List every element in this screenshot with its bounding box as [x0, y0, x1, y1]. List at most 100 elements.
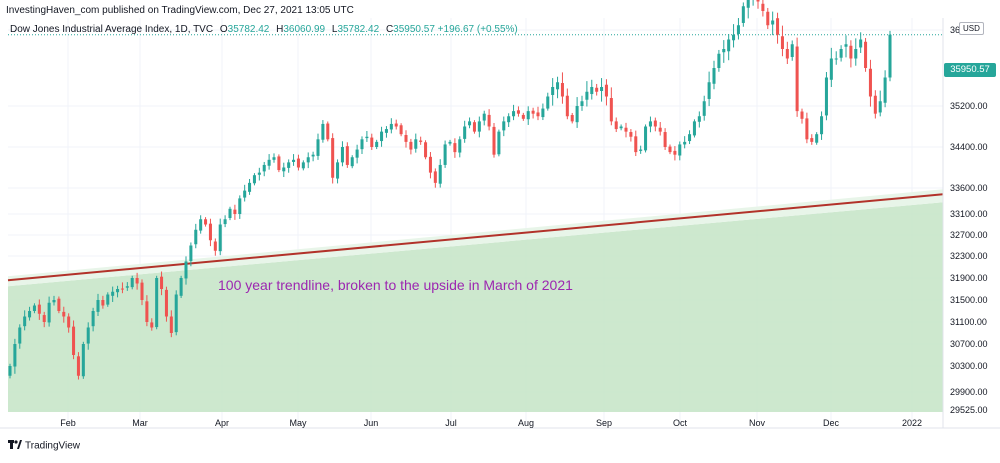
- candle[interactable]: [868, 59, 872, 107]
- candle[interactable]: [556, 76, 560, 99]
- candle[interactable]: [810, 134, 814, 145]
- candle[interactable]: [526, 106, 530, 125]
- candle[interactable]: [805, 112, 809, 144]
- candle[interactable]: [604, 79, 608, 106]
- candle[interactable]: [169, 310, 173, 338]
- candle[interactable]: [164, 286, 168, 322]
- candle[interactable]: [86, 322, 90, 350]
- candle[interactable]: [658, 121, 662, 136]
- candle[interactable]: [155, 275, 159, 330]
- candle[interactable]: [184, 256, 188, 285]
- candle[interactable]: [741, 2, 745, 27]
- candle[interactable]: [702, 95, 706, 121]
- candle[interactable]: [785, 41, 789, 65]
- candle[interactable]: [23, 310, 27, 331]
- candle[interactable]: [277, 154, 281, 173]
- candle[interactable]: [272, 153, 276, 163]
- candle[interactable]: [135, 272, 139, 290]
- candle[interactable]: [394, 119, 398, 130]
- candle[interactable]: [179, 275, 183, 299]
- candle[interactable]: [820, 111, 824, 140]
- candle[interactable]: [639, 145, 643, 154]
- candle[interactable]: [736, 18, 740, 40]
- candle[interactable]: [18, 324, 22, 349]
- candle[interactable]: [160, 271, 164, 296]
- candle[interactable]: [487, 109, 491, 131]
- candle[interactable]: [404, 130, 408, 148]
- candle[interactable]: [389, 118, 393, 134]
- candle[interactable]: [448, 139, 452, 146]
- candle[interactable]: [595, 83, 599, 96]
- candle[interactable]: [512, 104, 516, 121]
- candle[interactable]: [321, 120, 325, 143]
- candle[interactable]: [433, 168, 437, 188]
- candle[interactable]: [634, 130, 638, 157]
- candle[interactable]: [257, 167, 261, 181]
- candle[interactable]: [174, 290, 178, 336]
- candle[interactable]: [692, 119, 696, 138]
- candle[interactable]: [252, 173, 256, 186]
- candle[interactable]: [62, 306, 66, 323]
- candle[interactable]: [673, 146, 677, 161]
- candle[interactable]: [468, 117, 472, 129]
- candle[interactable]: [614, 117, 618, 133]
- candle[interactable]: [438, 159, 442, 188]
- candle[interactable]: [311, 151, 315, 162]
- candle[interactable]: [419, 136, 423, 145]
- candle[interactable]: [712, 60, 716, 90]
- candle[interactable]: [752, 0, 755, 6]
- candle[interactable]: [551, 78, 555, 106]
- candle[interactable]: [365, 131, 369, 142]
- candle[interactable]: [443, 140, 447, 168]
- candle[interactable]: [727, 33, 731, 61]
- candle[interactable]: [521, 112, 525, 121]
- candle[interactable]: [492, 123, 496, 158]
- candle[interactable]: [345, 142, 349, 168]
- candle[interactable]: [878, 90, 882, 117]
- candle[interactable]: [864, 37, 868, 72]
- x-axis[interactable]: Feb Mar Apr May Jun Jul Aug Sep Oct Nov Dec 2022: [0, 418, 1000, 429]
- candle[interactable]: [199, 215, 203, 234]
- candle[interactable]: [609, 87, 613, 126]
- candle[interactable]: [42, 311, 46, 328]
- candle[interactable]: [824, 71, 828, 121]
- candle[interactable]: [233, 204, 237, 220]
- candle[interactable]: [81, 341, 85, 379]
- candle[interactable]: [370, 133, 374, 150]
- candle[interactable]: [482, 110, 486, 126]
- candle[interactable]: [213, 238, 217, 256]
- candle[interactable]: [340, 141, 344, 167]
- candle[interactable]: [336, 159, 340, 184]
- currency-badge[interactable]: USD: [959, 22, 984, 35]
- candle[interactable]: [531, 107, 535, 119]
- candle[interactable]: [101, 295, 105, 309]
- candle[interactable]: [208, 218, 212, 247]
- candle[interactable]: [125, 282, 129, 291]
- candle[interactable]: [28, 306, 32, 321]
- candle[interactable]: [780, 25, 784, 57]
- candle[interactable]: [883, 70, 887, 108]
- candle[interactable]: [854, 38, 858, 66]
- candle[interactable]: [761, 0, 765, 17]
- candle[interactable]: [575, 97, 579, 128]
- candle[interactable]: [360, 136, 364, 154]
- candle[interactable]: [570, 112, 574, 124]
- candle[interactable]: [204, 217, 208, 227]
- candle[interactable]: [873, 90, 877, 119]
- candle[interactable]: [859, 32, 863, 53]
- candle[interactable]: [130, 275, 134, 290]
- candle[interactable]: [282, 162, 286, 178]
- candle[interactable]: [238, 195, 242, 219]
- candle[interactable]: [296, 154, 300, 171]
- candle[interactable]: [306, 152, 310, 169]
- candle[interactable]: [414, 133, 418, 153]
- candle[interactable]: [331, 133, 335, 184]
- candle[interactable]: [472, 120, 476, 134]
- candle[interactable]: [795, 37, 799, 117]
- candle[interactable]: [111, 286, 115, 302]
- candle[interactable]: [150, 318, 154, 331]
- candle[interactable]: [800, 108, 804, 124]
- candle[interactable]: [648, 116, 652, 133]
- candle[interactable]: [267, 154, 271, 170]
